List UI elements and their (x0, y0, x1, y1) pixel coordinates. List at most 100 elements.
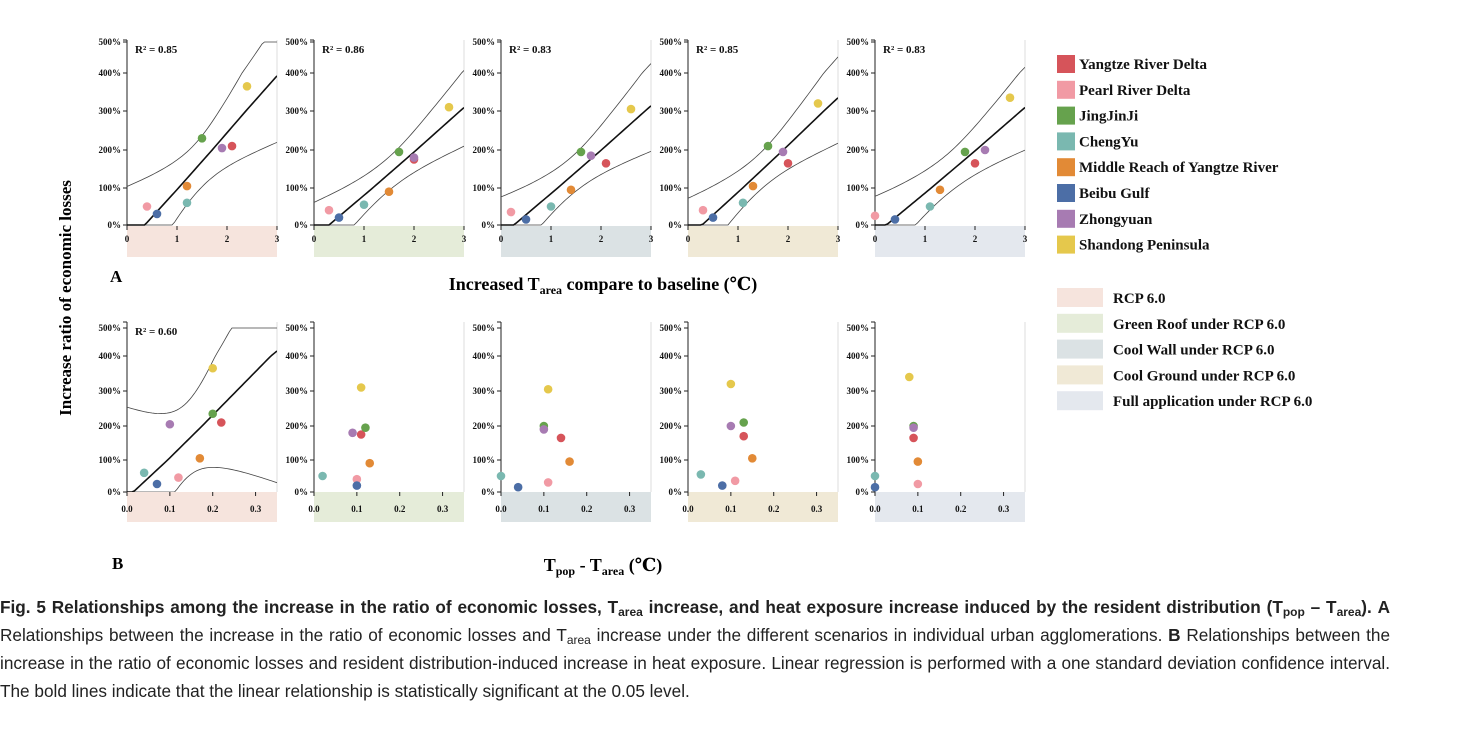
x-tick-label: 0 (873, 234, 878, 244)
data-point (763, 141, 773, 151)
y-tick-label: 200% (99, 145, 122, 155)
x-tick-label: 3 (1023, 234, 1028, 244)
x-tick-label: 0.1 (912, 504, 924, 514)
legend-label: Cool Wall under RCP 6.0 (1113, 343, 1275, 359)
y-tick-label: 100% (660, 455, 683, 465)
y-tick-label: 400% (847, 68, 870, 78)
x-tick-label: 1 (923, 234, 928, 244)
y-tick-label: 400% (660, 68, 683, 78)
legend-swatch (1057, 288, 1103, 307)
caption-part-b-label: B (1168, 625, 1181, 645)
y-tick-label: 400% (847, 351, 870, 361)
y-tick-label: 400% (473, 351, 496, 361)
data-point (348, 428, 357, 438)
chart-panel-b-3: 0% 100% 200% 300% 400% 500% 0.0 0.1 0.2 0.3 (473, 321, 652, 522)
legend-label: ChengYu (1079, 134, 1138, 150)
y-tick-label: 0% (669, 487, 683, 497)
x-tick-label: 0 (125, 234, 130, 244)
y-tick-label: 500% (99, 37, 122, 47)
confidence-upper (501, 63, 651, 198)
legend-swatch (1057, 339, 1103, 359)
y-tick-label: 400% (473, 68, 496, 78)
data-point (152, 479, 162, 489)
caption-part-a-label: A (1377, 597, 1391, 617)
x-tick-label: 0.0 (682, 504, 694, 514)
data-point (586, 151, 596, 160)
legend-item-scenario: RCP 6.0 (1057, 288, 1166, 307)
data-point (444, 102, 454, 112)
y-tick-label: 400% (660, 351, 683, 361)
legend-swatch (1057, 209, 1075, 228)
data-point (546, 202, 556, 211)
legend-item-city: JingJinJi (1057, 106, 1138, 125)
regression-line (688, 97, 838, 226)
data-point (565, 457, 574, 466)
data-point (197, 134, 207, 143)
scenario-strip (688, 492, 838, 522)
x-tick-label: 0.3 (998, 504, 1010, 514)
scenario-strip (501, 492, 651, 522)
data-point (909, 423, 918, 433)
y-tick-label: 300% (847, 386, 870, 396)
data-point (717, 481, 727, 490)
data-point (870, 471, 880, 481)
y-tick-label: 100% (847, 455, 870, 465)
x-tick-label: 2 (599, 234, 604, 244)
data-point (543, 384, 553, 394)
data-point (960, 147, 970, 157)
y-tick-label: 300% (286, 106, 309, 116)
y-tick-label: 0% (856, 220, 870, 230)
confidence-upper (127, 41, 277, 187)
r-squared-label: R² = 0.83 (509, 44, 552, 56)
legend-swatch (1057, 365, 1103, 385)
legend-swatch (1057, 80, 1075, 99)
data-point (726, 421, 736, 431)
x-tick-label: 2 (973, 234, 978, 244)
data-point (935, 185, 945, 195)
y-tick-label: 0% (856, 487, 870, 497)
data-point (142, 202, 152, 211)
legend-label: RCP 6.0 (1113, 291, 1166, 307)
legend-item-city: Shandong Peninsula (1057, 235, 1210, 254)
y-tick-label: 300% (847, 106, 870, 116)
r-squared-label: R² = 0.85 (135, 44, 178, 56)
x-tick-label: 1 (549, 234, 554, 244)
scenario-strip (501, 226, 651, 257)
y-tick-label: 300% (473, 106, 496, 116)
x-tick-label: 0.0 (308, 504, 320, 514)
x-tick-label: 0 (312, 234, 317, 244)
data-point (739, 431, 749, 441)
legend-swatch (1057, 184, 1075, 202)
legend-swatch (1057, 158, 1075, 177)
r-squared-label: R² = 0.85 (696, 44, 739, 56)
legend-item-city: ChengYu (1057, 132, 1138, 151)
data-point (543, 478, 553, 487)
y-tick-label: 500% (660, 37, 683, 47)
data-point (242, 82, 252, 91)
legend-item-scenario: Cool Ground under RCP 6.0 (1057, 365, 1295, 385)
y-tick-label: 400% (286, 68, 309, 78)
y-tick-label: 100% (847, 183, 870, 193)
x-tick-label: 1 (736, 234, 741, 244)
y-tick-label: 300% (99, 106, 122, 116)
y-tick-label: 300% (660, 386, 683, 396)
y-tick-label: 500% (847, 323, 870, 333)
y-tick-label: 200% (660, 145, 683, 155)
y-tick-label: 0% (669, 220, 683, 230)
y-tick-label: 0% (482, 220, 496, 230)
regression-line (127, 75, 277, 226)
legend-swatch (1057, 391, 1103, 411)
y-tick-label: 0% (108, 220, 122, 230)
y-tick-label: 200% (286, 145, 309, 155)
data-point (739, 418, 749, 427)
data-point (904, 372, 914, 382)
data-point (227, 141, 237, 151)
data-point (696, 470, 706, 479)
x-tick-label: 0.2 (207, 504, 219, 514)
scenario-strip (875, 226, 1025, 257)
y-tick-label: 500% (286, 37, 309, 47)
data-point (813, 99, 823, 108)
x-tick-label: 3 (462, 234, 467, 244)
data-point (324, 205, 334, 215)
x-tick-label: 0.0 (495, 504, 507, 514)
